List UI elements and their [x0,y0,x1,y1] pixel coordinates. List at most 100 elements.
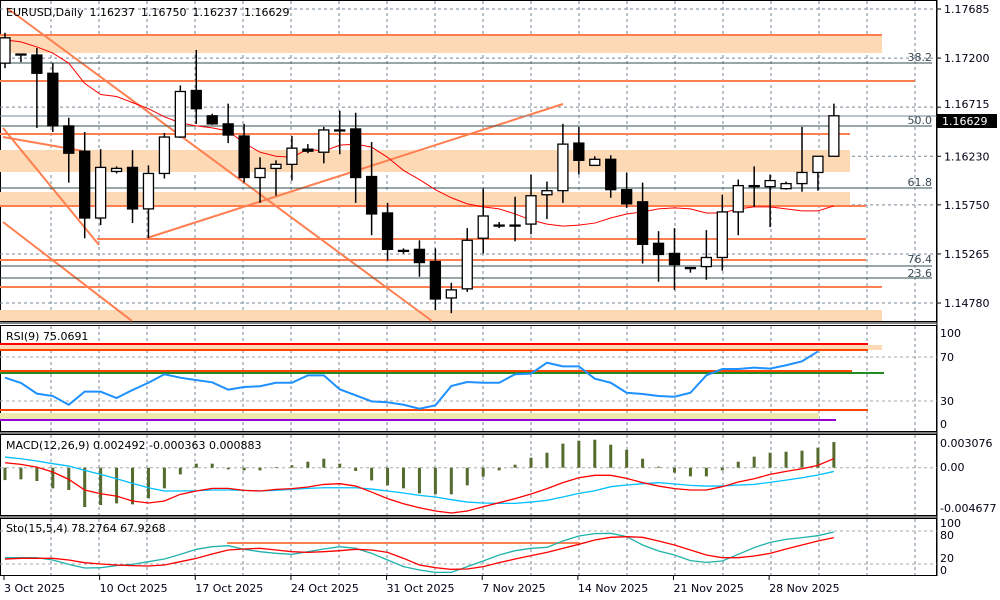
candle [557,123,569,203]
candle-body-bull [541,190,553,196]
candle-body-bear [126,166,139,210]
candle [270,160,282,196]
macd-histogram-bar [481,467,485,477]
date-axis-label: 21 Nov 2025 [673,582,743,595]
current-price-tag [937,114,997,128]
candle-body-bear [429,260,442,300]
macd-histogram-bar [354,467,358,472]
candle-body-bear [365,175,378,215]
macd-histogram-bar [242,467,246,471]
macd-histogram-bar [832,441,836,468]
macd-histogram-bar [641,458,645,468]
candle [828,103,840,157]
candle-body-bull [445,289,457,299]
fib-label: 38.2 [908,51,933,64]
candle-body-bull [493,224,505,227]
macd-histogram-bar [3,467,7,481]
rsi-zone[interactable] [0,345,882,350]
price-axis-label: 1.16715 [944,98,990,111]
macd-histogram-bar [146,467,150,499]
candle-body-bear [605,158,617,191]
candle-body-bull [796,171,808,185]
candle [31,47,43,128]
trend-line[interactable] [2,127,100,246]
candle [318,126,330,164]
candle [47,63,59,132]
price-axis-label: 1.14780 [944,297,990,310]
candle [238,123,250,183]
candle [413,240,426,277]
candle-body-bull [461,239,473,290]
candle-body-bull [477,215,489,239]
macd-histogram-bar [672,467,676,473]
candle-body-bull [557,143,569,192]
candle-body-bear [652,242,665,256]
price-axis-label: 1.15265 [944,248,990,261]
macd-histogram-bar [194,463,198,468]
candle-body-bull [589,158,601,167]
resistance-zone[interactable] [0,35,882,53]
rsi-zone[interactable] [0,413,819,419]
sto-axis-label: 80 [940,529,954,542]
candle-body-bull [780,182,792,190]
macd-line [4,457,835,514]
macd-histogram-bar [752,456,756,468]
candle-body-bear [636,201,649,245]
macd-series [3,439,836,514]
candle-body-bull [142,172,155,210]
date-axis-label: 3 Oct 2025 [4,582,65,595]
candle-body-bull [748,184,760,188]
macd-histogram-bar [768,452,772,468]
candle-body-bear [573,142,585,161]
candle [334,110,346,155]
macd-histogram-bar [720,467,724,471]
candle-body-bull [15,53,27,56]
macd-histogram-bar [99,467,103,506]
candle-body-bull [94,166,107,219]
candle-body-bull [254,167,266,179]
macd-histogram-bar [226,467,230,470]
macd-histogram-bar [274,467,278,468]
macd-histogram-bar [609,444,613,468]
candle-body-bull [525,195,537,225]
macd-histogram-bar [577,440,581,468]
candle [684,266,697,273]
candle [732,179,744,236]
candle [605,155,617,198]
macd-histogram-bar [19,467,23,480]
candle [110,166,123,174]
candle-body-bull [509,224,521,227]
candle [158,132,171,179]
macd-histogram-bar [593,439,597,468]
candle [509,196,521,242]
rsi-axis-label: 70 [940,351,954,364]
candle [0,32,11,69]
sto-signal-line [4,536,835,570]
candle [397,248,410,254]
candle [477,188,489,254]
moving-average-line [4,39,835,227]
trend-line[interactable] [6,7,433,322]
support-zone[interactable] [0,310,882,321]
macd-axis-label: 0.003076 [940,437,993,450]
macd-histogram-bar [625,449,629,468]
macd-histogram-bar [513,464,517,468]
rsi-line [4,350,819,410]
candle-body-bull [334,129,346,132]
macd-histogram-bar [816,447,820,468]
candle [652,231,665,282]
macd-histogram-bar [178,467,182,475]
candle-body-bull [828,115,840,157]
sr-zone[interactable] [0,150,850,172]
macd-histogram-bar [800,450,804,468]
trend-line[interactable] [2,221,133,322]
candle [764,174,776,228]
candle [365,142,378,236]
candle [493,222,505,229]
candle [541,181,553,220]
candle [254,157,266,203]
macd-histogram-bar [386,467,390,486]
symbol-timeframe: EURUSD,Daily [6,6,84,19]
candle [381,202,394,261]
